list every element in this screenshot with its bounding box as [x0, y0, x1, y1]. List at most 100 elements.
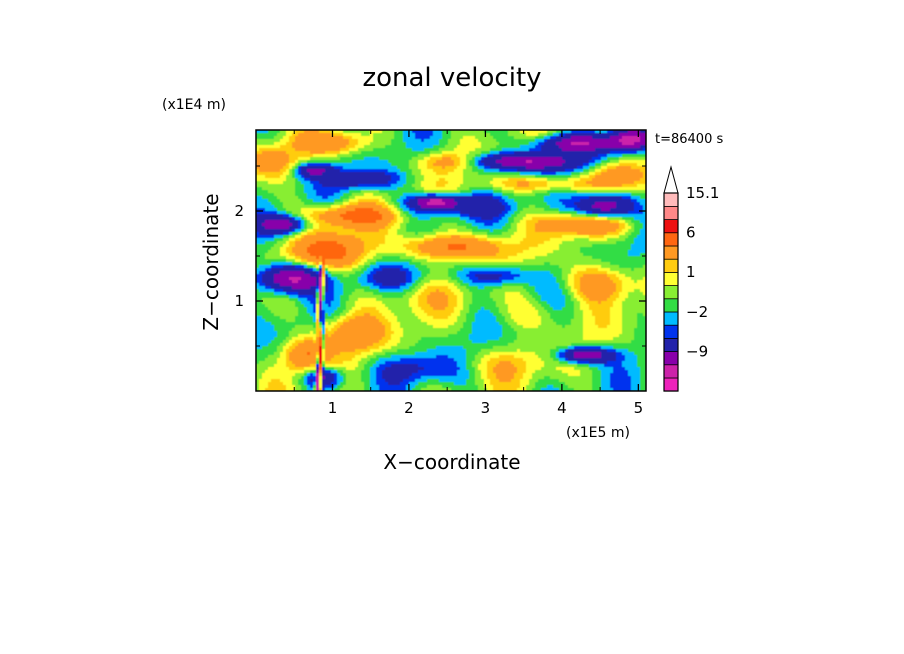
- contour-cell: [313, 154, 338, 158]
- contour-cell: [358, 142, 371, 146]
- contour-cell: [316, 277, 320, 281]
- contour-cell: [574, 169, 584, 173]
- contour-cell: [385, 304, 410, 308]
- contour-cell: [487, 361, 500, 365]
- contour-cell: [292, 223, 299, 227]
- contour-cell: [373, 268, 383, 272]
- contour-cell: [289, 235, 296, 239]
- contour-cell: [352, 262, 359, 266]
- contour-cell: [412, 148, 425, 152]
- contour-cell: [319, 265, 323, 269]
- contour-cell: [349, 196, 356, 200]
- contour-cell: [640, 232, 646, 236]
- contour-cell: [355, 304, 386, 308]
- contour-cell: [382, 349, 398, 353]
- contour-cell: [364, 265, 371, 269]
- contour-cell: [286, 142, 293, 146]
- contour-cell: [520, 268, 563, 272]
- contour-cell: [556, 280, 566, 284]
- contour-cell: [643, 175, 646, 179]
- contour-cell: [403, 136, 416, 140]
- contour-cell: [295, 265, 305, 269]
- contour-cell: [499, 247, 530, 251]
- chart-title: zonal velocity: [362, 63, 541, 93]
- contour-cell: [550, 304, 566, 308]
- contour-cell: [577, 292, 584, 296]
- contour-cell: [469, 214, 500, 218]
- contour-cell: [334, 283, 344, 287]
- contour-cell: [409, 301, 419, 305]
- contour-cell: [517, 322, 542, 326]
- contour-cell: [520, 220, 527, 224]
- contour-cell: [475, 358, 482, 362]
- contour-cell: [322, 316, 326, 320]
- contour-cell: [307, 217, 314, 221]
- contour-cell: [466, 361, 473, 365]
- contour-cell: [631, 193, 646, 197]
- contour-cell: [592, 184, 623, 188]
- contour-cell: [562, 157, 593, 161]
- contour-cell: [619, 334, 635, 338]
- contour-cell: [451, 313, 461, 317]
- contour-cell: [295, 388, 302, 391]
- contour-cell: [415, 343, 509, 347]
- time-label: t=86400 s: [655, 132, 723, 147]
- contour-cell: [592, 376, 602, 380]
- contour-cell: [289, 358, 317, 362]
- contour-cell: [526, 385, 536, 389]
- colorbar-swatch: [663, 271, 679, 287]
- contour-cell: [274, 337, 287, 341]
- contour-cell: [301, 238, 362, 242]
- colorbar-label: 1: [686, 263, 696, 281]
- contour-cell: [415, 181, 422, 185]
- contour-cell: [634, 238, 646, 242]
- contour-cell: [439, 226, 467, 230]
- contour-cell: [406, 292, 416, 296]
- contour-cell: [583, 253, 629, 257]
- contour-cell: [466, 160, 470, 164]
- contour-cell: [460, 283, 470, 287]
- contour-cell: [631, 244, 646, 248]
- contour-cell: [325, 220, 353, 224]
- contour-cell: [607, 157, 620, 161]
- contour-cell: [508, 202, 518, 206]
- contour-cell: [328, 274, 332, 278]
- contour-cell: [595, 172, 602, 176]
- contour-cell: [571, 214, 587, 218]
- contour-cell: [544, 364, 578, 368]
- contour-cell: [316, 256, 320, 260]
- contour-cell: [412, 280, 416, 284]
- contour-cell: [430, 136, 443, 140]
- contour-cell: [565, 283, 569, 287]
- contour-cell: [334, 376, 338, 380]
- contour-cell: [466, 352, 479, 356]
- contour-cell: [370, 271, 377, 275]
- contour-cell: [313, 262, 317, 266]
- contour-cell: [277, 211, 287, 215]
- contour-cell: [463, 181, 491, 185]
- contour-cell: [316, 262, 320, 266]
- contour-cell: [337, 385, 344, 389]
- contour-cell: [367, 280, 377, 284]
- contour-cell: [625, 358, 638, 362]
- contour-cell: [346, 301, 356, 305]
- contour-cell: [292, 211, 302, 215]
- contour-cell: [286, 247, 293, 251]
- contour-cell: [412, 289, 419, 293]
- contour-cell: [493, 154, 599, 158]
- contour-cell: [295, 181, 302, 185]
- contour-cell: [310, 379, 314, 383]
- contour-cell: [496, 319, 506, 323]
- contour-cell: [376, 280, 407, 284]
- contour-cell: [397, 232, 416, 236]
- contour-cell: [616, 241, 635, 245]
- contour-cell: [355, 259, 362, 263]
- contour-cell: [424, 148, 440, 152]
- contour-cell: [322, 307, 338, 311]
- contour-cell: [607, 154, 623, 158]
- contour-cell: [601, 379, 611, 383]
- contour-cell: [568, 292, 575, 296]
- contour-cell: [490, 148, 503, 152]
- contour-cell: [409, 217, 419, 221]
- contour-cell: [430, 280, 449, 284]
